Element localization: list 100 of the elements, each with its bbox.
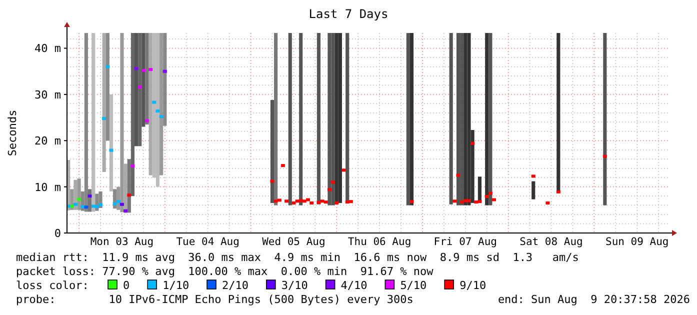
bar (156, 33, 160, 187)
point (284, 200, 289, 203)
chart-title: Last 7 Days (308, 7, 388, 21)
bar (92, 33, 96, 212)
bar (102, 33, 106, 172)
point (124, 209, 128, 212)
text: packet loss: 77.90 % avg 100.00 % max 0.00 % min 91.67 % now (16, 265, 434, 278)
bar (316, 33, 321, 204)
x-tick-label: Tue 04 Aug (176, 236, 240, 248)
x-tick-label: Sat 08 Aug (520, 236, 583, 248)
bar (449, 33, 453, 204)
point (112, 202, 117, 206)
bar (460, 33, 464, 206)
point (452, 200, 457, 203)
point (148, 68, 153, 71)
point (102, 116, 106, 120)
bar (485, 33, 489, 206)
point (295, 200, 300, 203)
bar (148, 33, 152, 176)
point (94, 205, 99, 208)
bar (464, 33, 468, 206)
point (556, 190, 560, 194)
point (130, 164, 135, 168)
legend-label: 9/10 (460, 279, 486, 292)
point (91, 204, 96, 208)
legend-label: 5/10 (400, 279, 427, 292)
bar (334, 33, 338, 203)
bar (456, 33, 460, 206)
legend-label: 1/10 (162, 279, 190, 292)
point (488, 192, 492, 195)
point (152, 100, 156, 104)
point (306, 198, 310, 202)
point (127, 194, 132, 197)
x-tick-label: Wed 05 Aug (262, 236, 326, 248)
point (460, 200, 464, 204)
legend-label: 2/10 (222, 279, 248, 292)
point (77, 198, 82, 201)
bar (142, 33, 146, 127)
bar (160, 33, 164, 176)
point (84, 206, 88, 209)
point (324, 200, 328, 204)
y-tick-label: 30 m (34, 88, 62, 102)
point (274, 200, 278, 203)
point (106, 65, 110, 68)
point (474, 200, 478, 204)
legend-title: loss color: (16, 279, 89, 292)
x-tick-label: Fri 07 Aug (434, 236, 498, 248)
x-tick-label: Thu 06 Aug (348, 236, 412, 248)
point (134, 67, 138, 70)
bar (288, 33, 292, 206)
bar (127, 159, 131, 213)
bar (532, 181, 536, 200)
point (292, 201, 296, 204)
text: end: Sun Aug 9 20:37:58 2026 (498, 293, 690, 306)
point (478, 200, 482, 204)
bar (338, 33, 342, 203)
bar (106, 33, 110, 141)
bar (406, 33, 410, 206)
x-tick-label: Sun 09 Aug (606, 236, 669, 248)
point (109, 148, 114, 152)
point (342, 168, 346, 172)
point (277, 198, 282, 202)
point (73, 202, 78, 206)
bar (274, 33, 278, 206)
point (602, 154, 607, 158)
text: median rtt: 11.9 ms avg 36.0 ms max 4.9 ms min 16.6 ms now 8.9 ms sd 1.3 am/s (16, 251, 579, 264)
point (302, 200, 306, 203)
bar (331, 33, 335, 206)
point (67, 204, 70, 208)
point (316, 201, 321, 204)
bar (299, 33, 303, 206)
y-tick-label: 40 m (34, 42, 62, 56)
bar (84, 33, 88, 212)
point (334, 201, 339, 204)
point (345, 200, 350, 204)
point (88, 194, 92, 198)
y-tick-label: 20 m (34, 134, 62, 148)
bar (603, 33, 607, 206)
point (348, 200, 353, 204)
point (546, 201, 550, 204)
bar (270, 100, 274, 203)
point (484, 195, 489, 198)
point (331, 180, 336, 184)
bar (130, 33, 134, 196)
point (98, 203, 103, 206)
legend-label: 0 (123, 279, 130, 292)
point (159, 115, 164, 118)
bar (410, 33, 414, 206)
point (492, 198, 496, 202)
legend-label: 4/10 (340, 279, 368, 292)
bar (556, 33, 560, 192)
bar (467, 33, 471, 206)
point (162, 70, 167, 73)
x-tick-label: Mon 03 Aug (90, 236, 154, 248)
legend-label: 3/10 (281, 279, 308, 292)
point (138, 86, 142, 89)
point (320, 200, 324, 203)
bar (109, 94, 114, 192)
bar (134, 33, 138, 146)
point (327, 188, 332, 192)
